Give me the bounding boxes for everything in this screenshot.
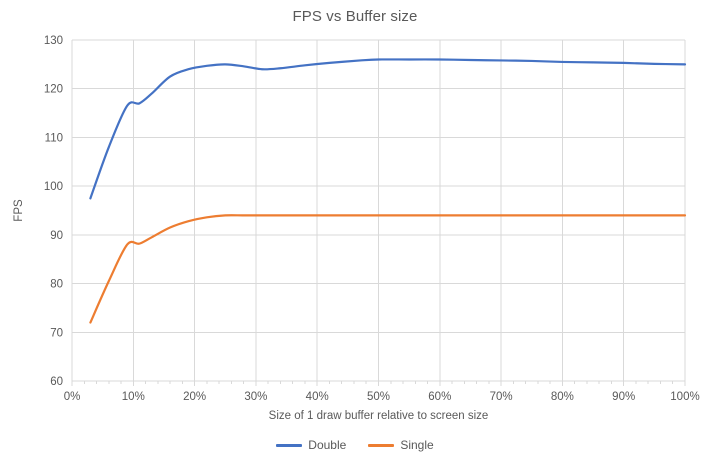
- svg-text:40%: 40%: [306, 391, 329, 403]
- chart-title: FPS vs Buffer size: [292, 8, 418, 25]
- svg-text:70%: 70%: [490, 391, 513, 403]
- svg-text:70: 70: [50, 327, 63, 339]
- svg-text:20%: 20%: [183, 391, 206, 403]
- legend-item-double[interactable]: Double: [276, 438, 346, 452]
- svg-text:90%: 90%: [612, 391, 635, 403]
- svg-text:60%: 60%: [428, 391, 451, 403]
- svg-text:10%: 10%: [122, 391, 145, 403]
- svg-text:30%: 30%: [244, 391, 267, 403]
- legend-label-double: Double: [308, 438, 347, 452]
- chart-legend: Double Single: [0, 438, 710, 452]
- svg-text:50%: 50%: [367, 391, 390, 403]
- gridlines: [71, 39, 686, 382]
- x-axis-title: Size of 1 draw buffer relative to screen…: [269, 410, 489, 422]
- x-axis-tick-labels: 0% 10% 20% 30% 40% 50% 60% 70% 80% 90% 100%: [64, 391, 700, 403]
- svg-text:110: 110: [45, 132, 63, 144]
- y-axis-tick-labels: 60 70 80 90 100 110 120 130: [44, 35, 63, 388]
- data-series-lines: [89, 58, 687, 324]
- legend-swatch-single: [368, 443, 395, 447]
- svg-text:80: 80: [50, 279, 63, 291]
- svg-text:0%: 0%: [64, 391, 81, 403]
- svg-text:90: 90: [50, 230, 63, 242]
- svg-text:80%: 80%: [551, 391, 574, 403]
- axis-ticks: [71, 381, 686, 386]
- svg-text:120: 120: [44, 84, 63, 96]
- legend-swatch-double: [276, 443, 303, 447]
- y-axis-title: FPS: [13, 199, 25, 222]
- svg-text:100%: 100%: [670, 391, 699, 403]
- svg-text:100: 100: [44, 181, 63, 193]
- svg-text:130: 130: [44, 35, 63, 47]
- legend-label-single: Single: [400, 438, 434, 452]
- legend-item-single[interactable]: Single: [368, 438, 434, 452]
- svg-text:60: 60: [50, 376, 63, 388]
